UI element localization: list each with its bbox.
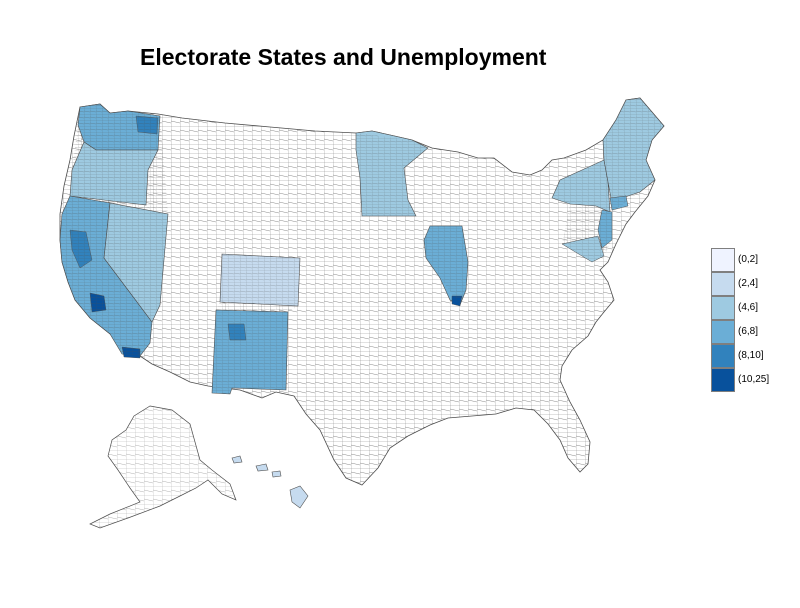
northeast-county-borders [552, 98, 664, 262]
legend-label: (6,8] [738, 326, 759, 337]
legend-entry: (2,4] [711, 272, 800, 296]
legend-entry: (4,6] [711, 296, 800, 320]
state-hawaii [231, 455, 309, 509]
legend-label: (4,6] [738, 302, 759, 313]
legend-swatch [711, 320, 735, 344]
legend-entry: (6,8] [711, 320, 800, 344]
legend-swatch [711, 344, 735, 368]
legend: (0,2] (2,4] (4,6] (6,8] (8,10] (10,25] [711, 248, 800, 392]
legend-label: (8,10] [738, 350, 764, 361]
legend-swatch [711, 368, 735, 392]
legend-swatch [711, 296, 735, 320]
legend-label: (0,2] [738, 254, 759, 265]
legend-swatch [711, 248, 735, 272]
map-title: Electorate States and Unemployment [140, 44, 547, 70]
west-coast-county-borders [60, 104, 168, 356]
county-borders [60, 98, 664, 485]
mountain-county-borders [212, 254, 300, 394]
alaska-county-borders [90, 406, 236, 528]
legend-entry: (10,25] [711, 368, 800, 392]
legend-entry: (0,2] [711, 248, 800, 272]
legend-swatch [711, 272, 735, 296]
legend-label: (10,25] [738, 374, 770, 385]
midwest-county-borders [356, 133, 468, 305]
legend-label: (2,4] [738, 278, 759, 289]
legend-entry: (8,10] [711, 344, 800, 368]
